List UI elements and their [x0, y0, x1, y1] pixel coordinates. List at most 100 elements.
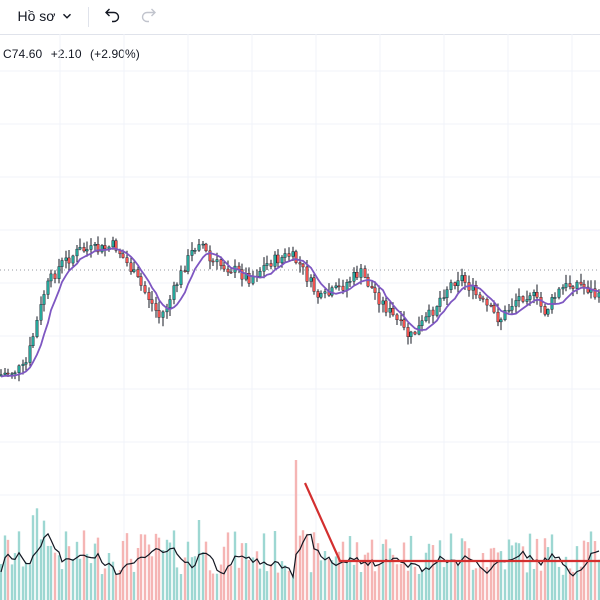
volume-bar	[348, 536, 352, 600]
volume-bar	[463, 541, 467, 600]
candle-body	[132, 269, 136, 272]
volume-bar	[561, 574, 565, 600]
candle-body	[553, 297, 557, 299]
candle-body	[13, 372, 17, 374]
volume-bar	[190, 557, 194, 600]
volume-bar	[377, 564, 381, 600]
candle-body	[377, 292, 381, 305]
volume-bar	[485, 567, 489, 600]
candle-body	[280, 257, 284, 264]
volume-bar	[24, 562, 28, 600]
volume-bar	[481, 553, 485, 600]
volume-bar	[183, 557, 187, 600]
volume-bar	[564, 556, 568, 600]
candle-body	[445, 289, 449, 298]
legend-close: C74.60	[3, 47, 43, 61]
volume-bar	[258, 568, 262, 600]
volume-bar	[147, 544, 151, 600]
candle-body	[226, 268, 230, 273]
volume-bar	[247, 559, 251, 600]
volume-bar	[60, 569, 64, 600]
volume-bar	[586, 542, 590, 600]
candle-body	[219, 259, 223, 266]
candle-body	[150, 299, 154, 304]
candle-body	[136, 269, 140, 277]
volume-bar	[312, 532, 316, 600]
volume-bar	[175, 567, 179, 600]
volume-bar	[197, 520, 201, 600]
volume-bar	[568, 568, 572, 600]
volume-bar	[237, 567, 241, 600]
volume-bar	[427, 543, 431, 600]
candle-body	[53, 273, 57, 279]
volume-bar	[499, 551, 503, 600]
chart-canvas[interactable]	[0, 34, 600, 600]
candle-body	[582, 283, 586, 288]
candle-body	[489, 304, 493, 307]
candle-body	[427, 309, 431, 318]
candle-body	[39, 304, 43, 321]
volume-bar	[75, 541, 79, 600]
candle-body	[67, 257, 71, 264]
candle-body	[125, 257, 129, 264]
volume-bar	[85, 553, 89, 600]
volume-bar	[121, 540, 125, 600]
volume-bar	[417, 573, 421, 600]
candle-body	[183, 270, 187, 272]
volume-bar	[39, 539, 43, 600]
volume-bar	[337, 551, 341, 600]
volume-bar	[157, 537, 161, 600]
volume-bar	[413, 566, 417, 600]
candle-body	[363, 268, 367, 278]
candle-body	[424, 316, 428, 321]
volume-bar	[193, 556, 197, 600]
volume-bar	[262, 533, 266, 600]
candle-body	[71, 255, 75, 264]
volume-bar	[431, 545, 435, 600]
volume-bar	[456, 565, 460, 600]
candlesticks	[0, 236, 600, 382]
candle-body	[103, 245, 107, 249]
volume-bar	[532, 568, 536, 600]
undo-button[interactable]	[100, 3, 124, 29]
candle-body	[60, 260, 64, 267]
volume-bar	[161, 550, 165, 600]
candle-body	[391, 308, 395, 316]
toolbar-divider	[88, 7, 89, 27]
volume-bar	[93, 543, 97, 600]
candle-body	[323, 291, 327, 294]
candle-body	[64, 257, 68, 261]
volume-bar	[424, 552, 428, 600]
volume-bar	[453, 560, 457, 600]
volume-bar	[17, 531, 21, 600]
candle-body	[564, 283, 568, 288]
volume-bar	[539, 570, 543, 600]
candle-body	[93, 244, 97, 246]
candle-body	[348, 281, 352, 283]
volume-bar	[13, 553, 17, 600]
candle-body	[298, 262, 302, 265]
volume-bar	[89, 563, 93, 600]
candle-body	[197, 244, 201, 251]
candle-body	[305, 266, 309, 282]
volume-bars	[0, 460, 600, 600]
candle-body	[17, 365, 21, 373]
volume-bar	[391, 554, 395, 600]
candle-body	[575, 281, 579, 289]
candle-body	[399, 319, 403, 322]
volume-bar	[100, 574, 104, 600]
volume-bar	[528, 533, 532, 600]
volume-bar	[521, 546, 525, 600]
volume-bar	[323, 551, 327, 600]
candle-body	[143, 285, 147, 293]
volume-bar	[136, 547, 140, 600]
candle-body	[409, 331, 413, 337]
profile-label: Hồ sơ	[17, 8, 56, 24]
profile-dropdown-button[interactable]: Hồ sơ	[12, 3, 78, 29]
volume-bar	[474, 568, 478, 600]
volume-bar	[435, 560, 439, 600]
redo-button[interactable]	[137, 3, 161, 29]
volume-bar	[445, 559, 449, 600]
volume-bar	[125, 533, 129, 600]
candle-body	[114, 240, 118, 251]
